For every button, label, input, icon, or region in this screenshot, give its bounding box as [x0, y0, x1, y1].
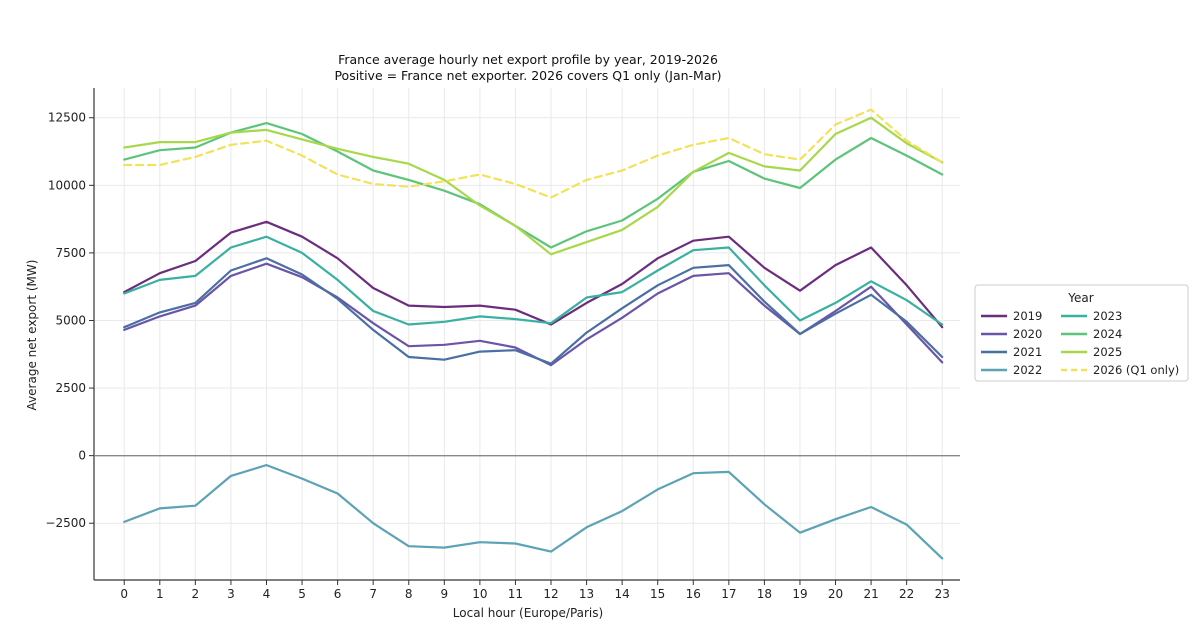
series-layer [123, 108, 944, 560]
y-tick-label: 10000 [48, 178, 86, 192]
legend-item: 2026 (Q1 only) [1061, 363, 1179, 377]
x-tick-label: 2 [192, 587, 200, 601]
legend-label: 2020 [1013, 327, 1042, 341]
x-tick-label: 23 [935, 587, 950, 601]
series-line-2022 [123, 464, 944, 560]
x-tick-label: 3 [227, 587, 235, 601]
x-tick-label: 6 [334, 587, 342, 601]
x-tick-label: 0 [120, 587, 128, 601]
legend-label: 2025 [1093, 345, 1122, 359]
legend-item: 2024 [1061, 327, 1122, 341]
legend-label: 2024 [1093, 327, 1122, 341]
ticks-layer: 0 1 2 3 4 5 6 7 8 9 10 11 12 13 14 15 16 17 18 19 20 21 22 23−2… [45, 111, 949, 601]
x-tick-label: 1 [156, 587, 164, 601]
x-tick-label: 4 [263, 587, 271, 601]
legend-items: 2019 2020 2021 2022 2023 2024 2025 2026 (Q1 onl… [981, 309, 1179, 377]
x-tick-label: 22 [899, 587, 914, 601]
legend-label: 2022 [1013, 363, 1042, 377]
legend-title: Year [1067, 291, 1093, 305]
y-tick-label: 7500 [55, 246, 86, 260]
x-tick-label: 12 [543, 587, 558, 601]
x-tick-label: 17 [721, 587, 736, 601]
series-line-2025 [123, 116, 944, 256]
y-tick-label: 12500 [48, 111, 86, 125]
x-tick-label: 16 [686, 587, 701, 601]
x-tick-label: 19 [792, 587, 807, 601]
series-line-2026-q1-only [123, 108, 944, 199]
legend-label: 2021 [1013, 345, 1042, 359]
x-tick-label: 11 [508, 587, 523, 601]
legend-item: 2025 [1061, 345, 1122, 359]
x-tick-label: 5 [298, 587, 306, 601]
legend: Year 2019 2020 2021 2022 2023 2024 2025 2026 (Q… [974, 284, 1189, 382]
legend-item: 2023 [1061, 309, 1122, 323]
x-tick-label: 10 [472, 587, 487, 601]
legend-item: 2022 [981, 363, 1042, 377]
x-tick-label: 18 [757, 587, 772, 601]
x-tick-label: 13 [579, 587, 594, 601]
legend-item: 2019 [981, 309, 1042, 323]
x-tick-label: 8 [405, 587, 413, 601]
y-tick-label: 2500 [55, 381, 86, 395]
series-line-2021 [123, 257, 944, 365]
axes-layer [93, 88, 960, 581]
series-line-2023 [123, 235, 944, 326]
y-tick-label: −2500 [45, 516, 86, 530]
x-tick-label: 9 [440, 587, 448, 601]
x-tick-label: 15 [650, 587, 665, 601]
chart-title: France average hourly net export profile… [338, 52, 718, 67]
series-line-2024 [123, 121, 944, 249]
legend-label: 2026 (Q1 only) [1093, 363, 1179, 377]
y-tick-label: 5000 [55, 313, 86, 327]
legend-item: 2020 [981, 327, 1042, 341]
x-tick-label: 20 [828, 587, 843, 601]
x-tick-label: 7 [369, 587, 377, 601]
legend-item: 2021 [981, 345, 1042, 359]
chart-subtitle: Positive = France net exporter. 2026 cov… [334, 68, 721, 83]
x-axis-label: Local hour (Europe/Paris) [453, 606, 603, 620]
legend-label: 2023 [1093, 309, 1122, 323]
y-axis-label: Average net export (MW) [25, 260, 39, 411]
x-tick-label: 14 [614, 587, 629, 601]
x-tick-label: 21 [863, 587, 878, 601]
series-line-2020 [123, 262, 944, 367]
grid-layer [94, 88, 960, 580]
y-tick-label: 0 [78, 449, 86, 463]
series-line-2019 [123, 220, 944, 329]
legend-label: 2019 [1013, 309, 1042, 323]
